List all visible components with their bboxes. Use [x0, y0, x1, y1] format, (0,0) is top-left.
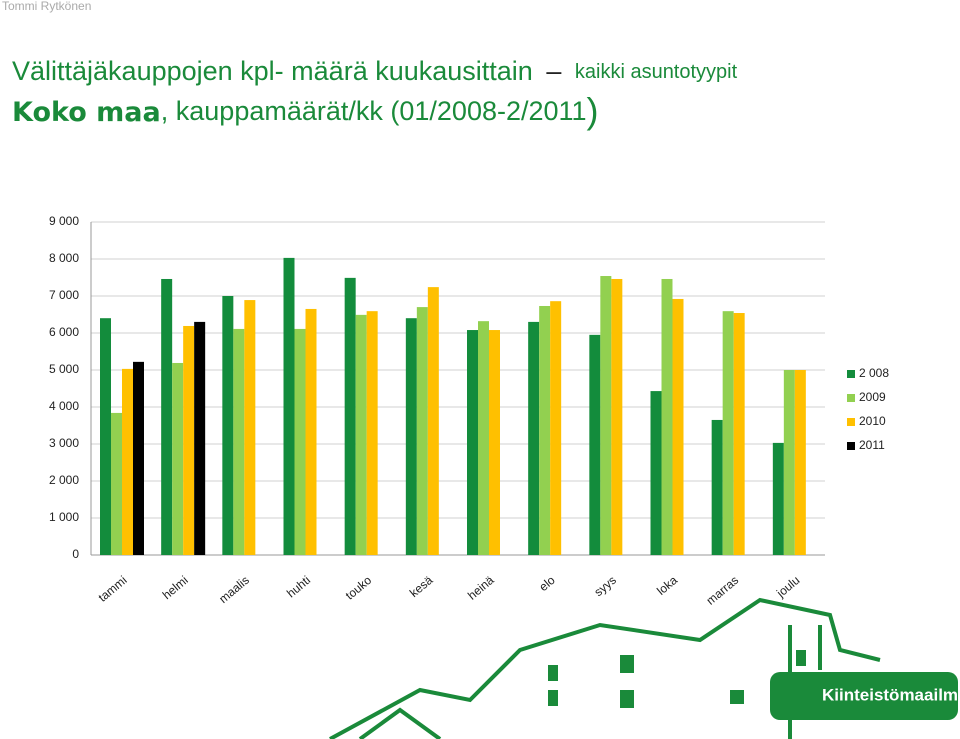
- bar: [661, 278, 673, 555]
- x-tick-label: elo: [536, 573, 558, 594]
- bar: [172, 362, 184, 555]
- chart-title: Välittäjäkauppojen kpl- määrä kuukausitt…: [12, 56, 738, 86]
- bar: [183, 325, 195, 555]
- bar: [611, 278, 623, 555]
- bar: [550, 301, 562, 555]
- bar: [122, 368, 133, 555]
- bar: [600, 276, 612, 555]
- subtitle-paren: ): [587, 90, 599, 131]
- subtitle-text: , kauppamäärät/kk (01/2008-2/2011: [161, 96, 587, 126]
- bar: [783, 370, 795, 555]
- x-tick-label: tammi: [96, 573, 130, 605]
- bar: [528, 321, 540, 555]
- bar: [294, 328, 306, 555]
- x-tick-label: kesä: [407, 573, 436, 600]
- bar: [711, 419, 723, 555]
- chart-subtitle: Koko maa, kauppamäärät/kk (01/2008-2/201…: [12, 90, 599, 131]
- x-tick-label: heinä: [465, 573, 497, 603]
- bar: [794, 370, 806, 555]
- bar: [355, 314, 367, 555]
- bar: [733, 313, 745, 555]
- y-tick-label: 3 000: [49, 436, 79, 450]
- logo: Kiinteistömaailma: [822, 685, 960, 704]
- x-tick-label: marras: [704, 573, 742, 608]
- bar: [222, 296, 234, 555]
- x-tick-label: helmi: [160, 573, 191, 602]
- legend-swatch: [847, 418, 855, 426]
- author: Tommi Rytkönen: [2, 0, 91, 13]
- bar: [194, 321, 206, 555]
- title-main: Välittäjäkauppojen kpl- määrä kuukausitt…: [12, 56, 533, 86]
- title-dash: –: [546, 56, 561, 86]
- x-tick-label: joulu: [773, 573, 802, 601]
- bar: [650, 391, 662, 555]
- plot: 0 1 000 2 000 3 000 4 000 5 000 6 000 7 000 8 00…: [49, 214, 889, 608]
- bar: [467, 330, 478, 555]
- bar: [416, 307, 428, 555]
- bar: [100, 318, 111, 555]
- x-tick-label: syys: [591, 573, 618, 599]
- y-tick-label: 0: [72, 547, 79, 561]
- title-suffix: kaikki asuntotyypit: [575, 61, 738, 83]
- y-tick-label: 1 000: [49, 510, 79, 524]
- y-tick-label: 8 000: [49, 251, 79, 265]
- logo-box: [770, 672, 958, 720]
- bar: [244, 300, 256, 555]
- bar: [489, 330, 500, 555]
- bar: [133, 361, 144, 555]
- legend-label: 2010: [859, 414, 886, 428]
- bar: [366, 311, 378, 555]
- y-tick-label: 5 000: [49, 362, 79, 376]
- bar: [672, 298, 684, 555]
- y-tick-label: 2 000: [49, 473, 79, 487]
- x-tick-label: maalis: [216, 573, 252, 606]
- bar: [539, 305, 551, 555]
- bar: [405, 318, 417, 555]
- x-tick-label: loka: [654, 573, 680, 598]
- subtitle-bold: Koko maa: [12, 97, 161, 128]
- y-tick-label: 6 000: [49, 325, 79, 339]
- bar: [427, 287, 439, 555]
- bar: [283, 257, 295, 555]
- bar: [233, 328, 245, 555]
- bar: [589, 334, 601, 555]
- legend-label: 2011: [859, 438, 885, 452]
- bar: [722, 311, 734, 555]
- bar: [161, 278, 173, 555]
- legend-label: 2 008: [859, 366, 889, 380]
- bar: [772, 442, 784, 555]
- bar: [478, 321, 489, 555]
- bar: [111, 412, 122, 555]
- y-tick-label: 7 000: [49, 288, 79, 302]
- y-tick-label: 9 000: [49, 214, 79, 228]
- x-tick-label: touko: [343, 573, 375, 603]
- bar: [305, 308, 317, 555]
- legend-label: 2009: [859, 390, 886, 404]
- legend-swatch: [847, 442, 855, 450]
- legend-swatch: [847, 370, 855, 378]
- legend-swatch: [847, 394, 855, 402]
- x-tick-label: huhti: [284, 573, 313, 600]
- building-drawing: [329, 597, 881, 739]
- bar: [344, 277, 356, 555]
- y-tick-label: 4 000: [49, 399, 79, 413]
